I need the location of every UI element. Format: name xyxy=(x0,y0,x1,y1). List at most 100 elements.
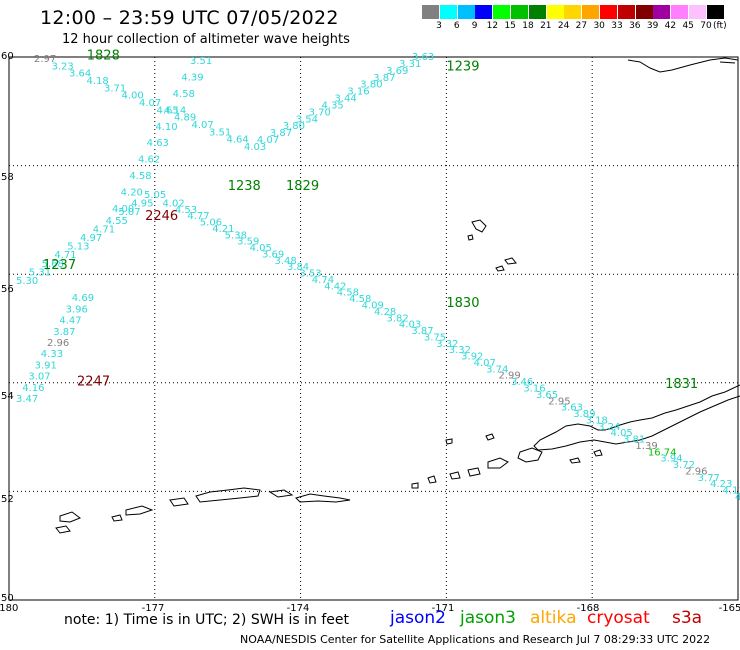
page-subtitle: 12 hour collection of altimeter wave hei… xyxy=(62,32,350,47)
swh-value: 3.47 xyxy=(16,394,38,405)
legend-altika: altika xyxy=(530,608,577,628)
swh-value: 4.07 xyxy=(139,98,161,109)
swh-value: 4.65 xyxy=(157,105,179,116)
swh-value: 4.00 xyxy=(122,91,144,102)
scale-label: 9 xyxy=(471,21,478,31)
legend-jason2: jason2 xyxy=(390,608,446,628)
swh-value: 3.69 xyxy=(386,66,408,77)
swh-value: 3.31 xyxy=(399,59,421,70)
longitude-tick-label: -165 xyxy=(718,603,740,614)
swh-value: 4.58 xyxy=(173,89,195,100)
swh-value: 3.63 xyxy=(412,52,434,63)
footer-note: note: 1) Time is in UTC; 2) SWH is in fe… xyxy=(64,612,350,628)
scale-label: 42 xyxy=(664,21,677,31)
swh-value: 4.63 xyxy=(147,138,169,149)
alaska-peninsula-coast xyxy=(533,384,740,451)
swh-value: 3.48 xyxy=(274,256,296,267)
swh-value: 3.65 xyxy=(536,390,558,401)
swh-value: 3.87 xyxy=(373,73,395,84)
scale-label: 27 xyxy=(575,21,588,31)
scale-label: 39 xyxy=(646,21,659,31)
track-time-label: 1239 xyxy=(446,60,479,75)
swh-value: 4.07 xyxy=(192,120,214,131)
swh-value: 4.10 xyxy=(155,122,177,133)
latitude-tick-label: 52 xyxy=(1,494,14,505)
swh-value: 3.82 xyxy=(386,313,408,324)
latitude-tick-label: 54 xyxy=(1,391,14,402)
scale-swatch xyxy=(671,5,689,19)
swh-value: 3.16 xyxy=(523,383,545,394)
track-time-label: 1830 xyxy=(446,296,479,311)
swh-value: 4.03 xyxy=(399,320,421,331)
swh-value: 2.96 xyxy=(685,466,707,477)
swh-value: 3.71 xyxy=(104,83,126,94)
swh-value: 3.69 xyxy=(262,249,284,260)
swh-value: 4.69 xyxy=(72,293,94,304)
scale-swatch xyxy=(493,5,511,19)
swh-value: 3.74 xyxy=(486,364,508,375)
scale-swatch xyxy=(635,5,653,19)
swh-value: 4.64 xyxy=(227,135,249,146)
swh-value: 3.18 xyxy=(586,415,608,426)
track-time-label: 1831 xyxy=(665,377,698,392)
track-time-label: 1828 xyxy=(87,49,120,64)
map-frame xyxy=(8,56,739,601)
bristol-bay-islands xyxy=(445,433,495,445)
swh-value: 3.94 xyxy=(660,454,682,465)
swh-value: 3.51 xyxy=(190,56,212,67)
longitude-tick-label: -174 xyxy=(286,603,310,614)
scale-label: 12 xyxy=(486,21,499,31)
rat-islands xyxy=(111,487,261,522)
swh-value: 3.07 xyxy=(28,372,50,383)
latitude-tick-label: 58 xyxy=(1,172,14,183)
page-title: 12:00 – 23:59 UTC 07/05/2022 xyxy=(40,7,339,29)
swh-value: 3.80 xyxy=(360,80,382,91)
longitude-tick-label: -177 xyxy=(141,603,165,614)
scale-swatch xyxy=(600,5,617,19)
latitude-tick-label: 50 xyxy=(1,593,14,604)
swh-value: 5.05 xyxy=(144,190,166,201)
swh-value: 4.58 xyxy=(129,171,151,182)
altimeter-tracks: 2.973.233.644.183.714.004.074.654.894.07… xyxy=(16,49,740,503)
land-outlines xyxy=(55,57,740,534)
latitude-tick-label: 56 xyxy=(1,284,14,295)
scale-swatch xyxy=(653,5,671,19)
swh-value: 3.87 xyxy=(53,327,75,338)
swh-value: 4.33 xyxy=(41,349,63,360)
swh-value: 4.35 xyxy=(322,100,344,111)
swh-value: 4.14 xyxy=(164,105,186,116)
swh-value: 5.31 xyxy=(29,267,51,278)
swh-value: 4.37 xyxy=(735,492,740,503)
scale-swatch xyxy=(546,5,564,19)
longitude-tick-label: -168 xyxy=(576,603,600,614)
swh-value: 5.06 xyxy=(200,218,222,229)
swh-value: 5.38 xyxy=(225,230,247,241)
swh-value: 4.00 xyxy=(112,204,134,215)
islands-of-four-mountains xyxy=(411,475,437,489)
swh-value: 4.55 xyxy=(106,216,128,227)
scale-swatch xyxy=(511,5,528,19)
scale-label: 45 xyxy=(682,21,694,31)
footer-credit: NOAA/NESDIS Center for Satellite Applica… xyxy=(240,633,711,646)
swh-value: 3.77 xyxy=(698,473,720,484)
swh-value: 3.72 xyxy=(673,460,695,471)
swh-value: 5.13 xyxy=(67,242,89,253)
swh-value: 4.77 xyxy=(187,211,209,222)
swh-value: 4.42 xyxy=(324,281,346,292)
swh-value: 1.39 xyxy=(635,441,657,452)
swh-value: 4.74 xyxy=(312,275,334,286)
swh-value: 3.75 xyxy=(424,332,446,343)
swh-value: 5.07 xyxy=(118,207,140,218)
swh-value: 4.95 xyxy=(131,199,153,210)
swh-value: 3.16 xyxy=(347,87,369,98)
pribilof-islands xyxy=(495,257,517,272)
scale-label: 15 xyxy=(504,21,516,31)
track-time-label: 1237 xyxy=(43,258,76,273)
track-time-label: 2246 xyxy=(145,209,178,224)
scale-label: 24 xyxy=(557,21,570,31)
swh-value: 3.24 xyxy=(598,422,620,433)
scale-swatch xyxy=(475,5,493,19)
swh-value: 4.97 xyxy=(80,233,102,244)
scale-label: 3 xyxy=(436,21,442,31)
